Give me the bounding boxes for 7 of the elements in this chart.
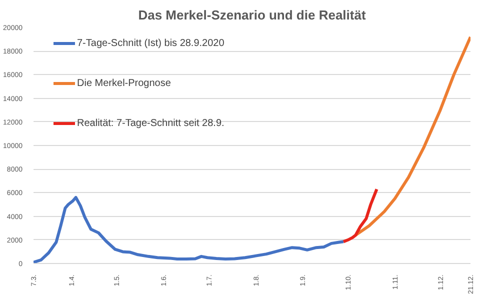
chart-title: Das Merkel-Szenario und die Realität xyxy=(138,8,366,22)
legend-label: Realität: 7-Tage-Schnitt seit 28.9. xyxy=(77,118,224,128)
line-series xyxy=(34,196,345,264)
legend-label: Die Merkel-Prognose xyxy=(77,78,171,88)
line-series xyxy=(342,188,378,244)
line-series xyxy=(354,35,470,237)
legend-label: 7-Tage-Schnitt (Ist) bis 28.9.2020 xyxy=(77,38,224,48)
